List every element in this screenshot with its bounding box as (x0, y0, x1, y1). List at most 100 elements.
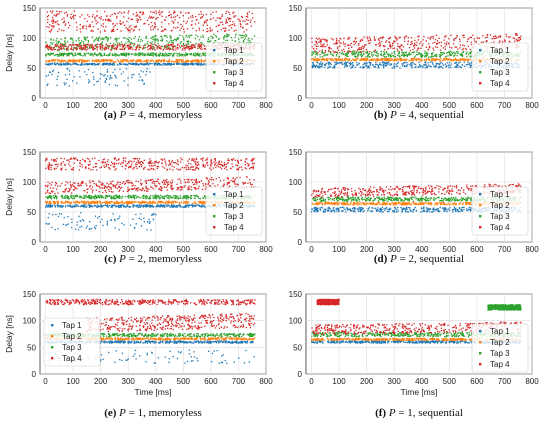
data-point-tap-1 (129, 224, 132, 226)
data-point-tap-3 (164, 52, 167, 54)
data-point-tap-1 (417, 66, 419, 68)
data-point-tap-3 (341, 51, 343, 53)
data-point-tap-4 (513, 37, 516, 40)
data-point-tap-4 (64, 12, 66, 14)
data-point-tap-4 (455, 46, 458, 48)
data-point-tap-2 (355, 59, 357, 62)
data-point-tap-1 (63, 216, 65, 219)
data-point-tap-4 (432, 35, 434, 38)
data-point-tap-3 (402, 53, 404, 56)
data-point-tap-2 (366, 57, 369, 60)
data-point-tap-4 (323, 43, 325, 45)
data-point-tap-3 (240, 37, 243, 39)
data-point-tap-4 (165, 48, 167, 50)
data-point-tap-2 (363, 59, 365, 61)
data-point-tap-4 (169, 44, 172, 46)
data-point-tap-3 (186, 36, 188, 38)
data-point-tap-4 (224, 27, 226, 29)
data-point-tap-1 (50, 63, 52, 66)
data-point-tap-4 (50, 48, 52, 50)
data-point-tap-2 (194, 60, 196, 62)
data-point-tap-4 (215, 19, 217, 22)
data-point-tap-4 (333, 43, 335, 45)
data-point-tap-1 (85, 206, 87, 208)
data-point-tap-1 (123, 80, 125, 82)
data-point-tap-1 (185, 206, 187, 208)
data-point-tap-2 (393, 59, 395, 61)
data-point-tap-3 (140, 53, 143, 56)
y-tick-label: 150 (23, 4, 37, 13)
data-point-tap-1 (351, 66, 353, 69)
data-point-tap-1 (337, 62, 339, 65)
data-point-tap-4 (107, 19, 110, 21)
data-point-tap-3 (343, 53, 345, 56)
data-point-tap-4 (421, 45, 424, 47)
data-point-tap-3 (406, 55, 408, 58)
data-point-tap-1 (393, 67, 395, 69)
data-point-tap-4 (166, 48, 169, 50)
data-point-tap-4 (65, 45, 67, 47)
data-point-tap-2 (60, 60, 63, 62)
data-point-tap-4 (319, 39, 322, 41)
data-point-tap-3 (79, 54, 81, 56)
data-point-tap-1 (454, 66, 456, 68)
data-point-tap-4 (101, 46, 103, 48)
data-point-tap-3 (155, 39, 157, 41)
data-point-tap-4 (102, 26, 104, 28)
data-point-tap-3 (424, 56, 426, 58)
data-point-tap-3 (95, 45, 97, 47)
data-point-tap-1 (105, 77, 107, 80)
x-tick-label: 0 (43, 245, 48, 254)
data-point-tap-3 (83, 43, 85, 45)
data-point-tap-1 (112, 71, 114, 74)
data-point-tap-4 (326, 39, 328, 41)
data-point-tap-1 (48, 223, 50, 225)
data-point-tap-4 (473, 40, 476, 42)
data-point-tap-4 (164, 28, 166, 30)
data-point-tap-4 (391, 43, 394, 45)
y-tick-label: 150 (289, 4, 303, 13)
data-point-tap-4 (45, 46, 47, 48)
data-point-tap-1 (74, 228, 77, 230)
data-point-tap-1 (132, 73, 135, 76)
data-point-tap-4 (230, 27, 233, 29)
data-point-tap-2 (61, 59, 63, 61)
data-point-tap-1 (81, 205, 83, 207)
data-point-tap-2 (363, 58, 365, 60)
data-point-tap-4 (76, 47, 78, 49)
data-point-tap-1 (327, 67, 329, 69)
data-point-tap-4 (150, 21, 153, 24)
data-point-tap-3 (162, 53, 164, 56)
data-point-tap-4 (104, 18, 107, 21)
data-point-tap-4 (140, 46, 142, 49)
data-point-tap-4 (469, 36, 472, 38)
data-point-tap-3 (159, 52, 162, 54)
data-point-tap-4 (455, 37, 457, 39)
data-point-tap-1 (52, 62, 54, 65)
data-point-tap-1 (318, 65, 320, 67)
data-point-tap-2 (386, 59, 388, 61)
data-point-tap-3 (240, 34, 242, 37)
data-point-tap-2 (152, 60, 155, 63)
data-point-tap-4 (198, 13, 200, 16)
data-point-tap-2 (380, 59, 382, 61)
data-point-tap-3 (182, 54, 184, 56)
data-point-tap-1 (350, 63, 352, 66)
data-point-tap-4 (64, 43, 66, 45)
data-point-tap-4 (422, 43, 424, 45)
data-point-tap-1 (428, 64, 430, 66)
data-point-tap-3 (171, 41, 173, 44)
data-point-tap-4 (519, 38, 522, 41)
data-point-tap-2 (197, 59, 200, 61)
data-point-tap-3 (194, 55, 197, 57)
data-point-tap-3 (202, 44, 205, 46)
data-point-tap-4 (172, 22, 175, 24)
data-point-tap-4 (461, 44, 464, 46)
data-point-tap-2 (180, 59, 183, 61)
data-point-tap-3 (161, 36, 163, 38)
data-point-tap-4 (222, 23, 224, 26)
data-point-tap-4 (100, 16, 102, 18)
data-point-tap-4 (410, 43, 412, 46)
data-point-tap-1 (351, 63, 353, 65)
data-point-tap-3 (53, 54, 56, 57)
